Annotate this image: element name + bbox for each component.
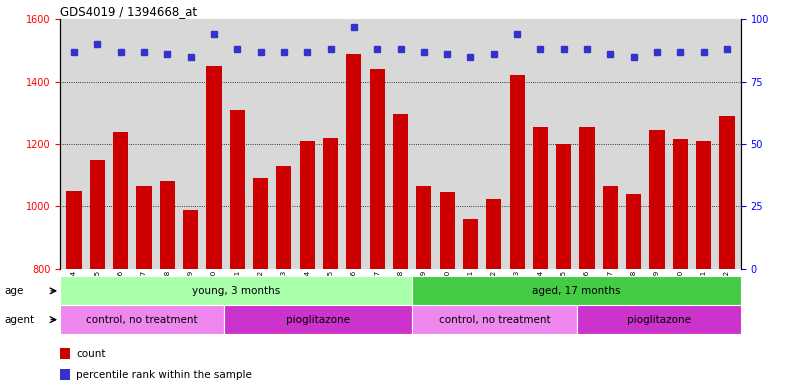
Bar (393, 114, 408, 269)
Bar (346, 53, 361, 269)
Bar (603, 186, 618, 269)
Bar (719, 116, 735, 269)
Bar (673, 139, 688, 269)
Bar (276, 166, 292, 269)
Text: age: age (4, 286, 23, 296)
Bar (440, 192, 455, 269)
Text: young, 3 months: young, 3 months (192, 286, 280, 296)
Bar (183, 210, 198, 269)
Text: pioglitazone: pioglitazone (286, 314, 350, 325)
Bar (300, 141, 315, 269)
Text: GDS4019 / 1394668_at: GDS4019 / 1394668_at (60, 5, 197, 18)
Bar (369, 69, 384, 269)
Bar (207, 66, 222, 269)
Bar (579, 127, 594, 269)
Bar (556, 144, 571, 269)
Bar (66, 192, 82, 269)
Bar (60, 276, 413, 305)
Bar (413, 276, 741, 305)
Text: control, no treatment: control, no treatment (439, 314, 550, 325)
Bar (626, 194, 642, 269)
Bar (136, 186, 151, 269)
Text: percentile rank within the sample: percentile rank within the sample (76, 370, 252, 380)
Bar (113, 132, 128, 269)
Text: count: count (76, 349, 106, 359)
Bar (577, 305, 741, 334)
Text: pioglitazone: pioglitazone (626, 314, 690, 325)
Bar (60, 305, 224, 334)
Bar (253, 178, 268, 269)
Text: aged, 17 months: aged, 17 months (533, 286, 621, 296)
Bar (463, 219, 478, 269)
Bar (413, 305, 577, 334)
Bar (230, 110, 245, 269)
Bar (650, 130, 665, 269)
Bar (509, 75, 525, 269)
Bar (159, 182, 175, 269)
Bar (533, 127, 548, 269)
Text: agent: agent (4, 315, 34, 325)
Text: control, no treatment: control, no treatment (87, 314, 198, 325)
Bar (90, 160, 105, 269)
Bar (696, 141, 711, 269)
Bar (224, 305, 413, 334)
Bar (486, 199, 501, 269)
Bar (323, 138, 338, 269)
Bar (417, 186, 432, 269)
